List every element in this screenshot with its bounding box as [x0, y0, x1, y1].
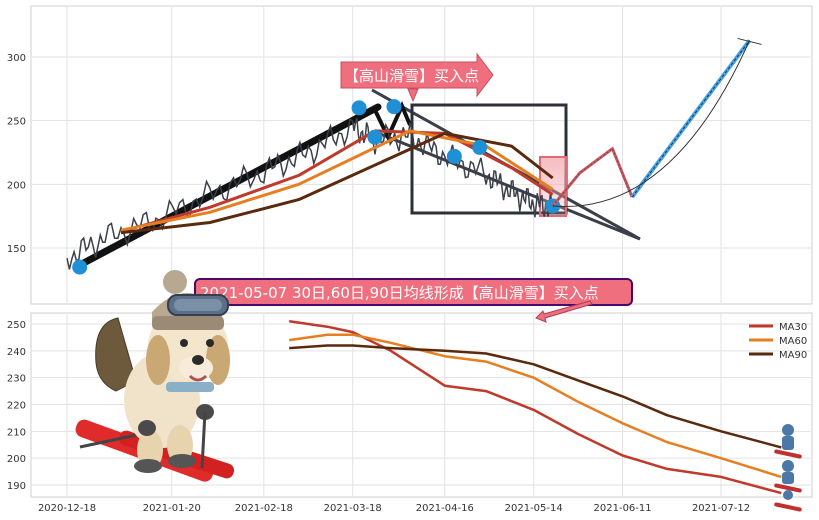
turning-point-marker-5 [472, 139, 488, 155]
ma-y-axis: 190 200 210 220 230 240 250 [7, 320, 26, 492]
ma-y-tick-2: 210 [7, 427, 26, 438]
price-panel [30, 5, 813, 305]
ma-series [289, 320, 782, 495]
price-y-tick-3: 300 [7, 53, 26, 64]
x-tick-2: 2021-02-18 [235, 503, 293, 514]
x-tick-4: 2021-04-16 [416, 503, 474, 514]
banner-box [194, 278, 633, 306]
legend-label-ma90: MA90 [779, 350, 807, 361]
forecast-end-cap [737, 37, 762, 45]
x-tick-1: 2021-01-20 [143, 503, 201, 514]
callout-text: 【高山滑雪】买入点 [344, 67, 479, 85]
price-panel-ma90-line [120, 131, 554, 235]
ma-panel-ma30-line [289, 320, 782, 495]
price-y-tick-2: 250 [7, 117, 26, 128]
banner-text: 2021-05-07 30日,60日,90日均线形成【高山滑雪】买入点 [200, 284, 599, 302]
callout-arrow-shape [340, 52, 494, 98]
ma-panel-ma90-line [289, 344, 782, 449]
callout-pointer-icon [407, 88, 419, 103]
turning-point-marker-2 [367, 129, 383, 145]
forecast-curve [552, 40, 751, 208]
ma-y-tick-3: 220 [7, 401, 26, 412]
ma-y-tick-1: 200 [7, 454, 26, 465]
x-tick-3: 2021-03-18 [324, 503, 382, 514]
price-series [66, 117, 554, 270]
turning-point-marker-1 [351, 100, 367, 116]
forecast-rise-line-inner [631, 40, 750, 198]
x-tick-6: 2021-06-11 [594, 503, 652, 514]
x-tick-0: 2020-12-18 [38, 503, 96, 514]
turning-point-marker-3 [386, 99, 402, 115]
price-y-tick-0: 150 [7, 244, 26, 255]
legend-label-ma60: MA60 [779, 336, 807, 347]
x-axis: 2020-12-18 2021-01-20 2021-02-18 2021-03-18… [38, 503, 750, 514]
x-tick-7: 2021-07-12 [692, 503, 750, 514]
turning-point-marker-4 [446, 148, 462, 164]
projection-zigzag-inner [552, 147, 633, 207]
skiing-puppy-illustration [75, 270, 235, 482]
legend-label-ma30: MA30 [779, 322, 807, 333]
ma-y-tick-6: 250 [7, 320, 26, 331]
ma-y-tick-5: 240 [7, 347, 26, 358]
turning-point-marker-0 [72, 259, 88, 275]
buy-point-callout: 【高山滑雪】买入点 [340, 52, 494, 103]
zigzag-pattern [372, 100, 412, 142]
x-tick-5: 2021-05-14 [505, 503, 563, 514]
price-y-axis: 150 200 250 300 [7, 53, 26, 255]
legend: MA30 MA60 MA90 [749, 322, 807, 361]
banner-arrow-icon [535, 300, 593, 323]
ma-y-tick-0: 190 [7, 481, 26, 492]
turning-point-markers [72, 99, 561, 275]
price-panel-ma60-line [120, 129, 554, 232]
price-y-tick-1: 200 [7, 180, 26, 191]
mini-skiers-illustration [774, 424, 802, 512]
ma-signal-banner: 2021-05-07 30日,60日,90日均线形成【高山滑雪】买入点 [194, 278, 633, 323]
forecast-path [551, 37, 762, 208]
ma-y-tick-4: 230 [7, 374, 26, 385]
ma-panel-ma60-line [289, 333, 782, 479]
